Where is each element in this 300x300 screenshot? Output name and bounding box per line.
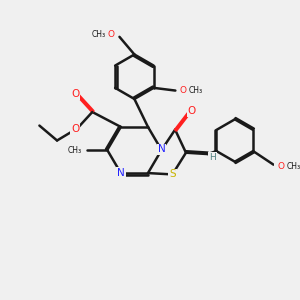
Text: H: H	[209, 153, 216, 162]
Text: O: O	[71, 124, 80, 134]
Text: CH₃: CH₃	[68, 146, 82, 154]
Text: O: O	[179, 86, 187, 95]
Text: O: O	[188, 106, 196, 116]
Text: CH₃: CH₃	[189, 86, 203, 95]
Text: CH₃: CH₃	[287, 162, 300, 171]
Text: CH₃: CH₃	[92, 30, 106, 39]
Text: N: N	[158, 145, 165, 154]
Text: O: O	[278, 162, 285, 171]
Text: N: N	[117, 168, 125, 178]
Text: S: S	[169, 169, 176, 179]
Text: O: O	[71, 89, 80, 99]
Text: O: O	[108, 30, 115, 39]
